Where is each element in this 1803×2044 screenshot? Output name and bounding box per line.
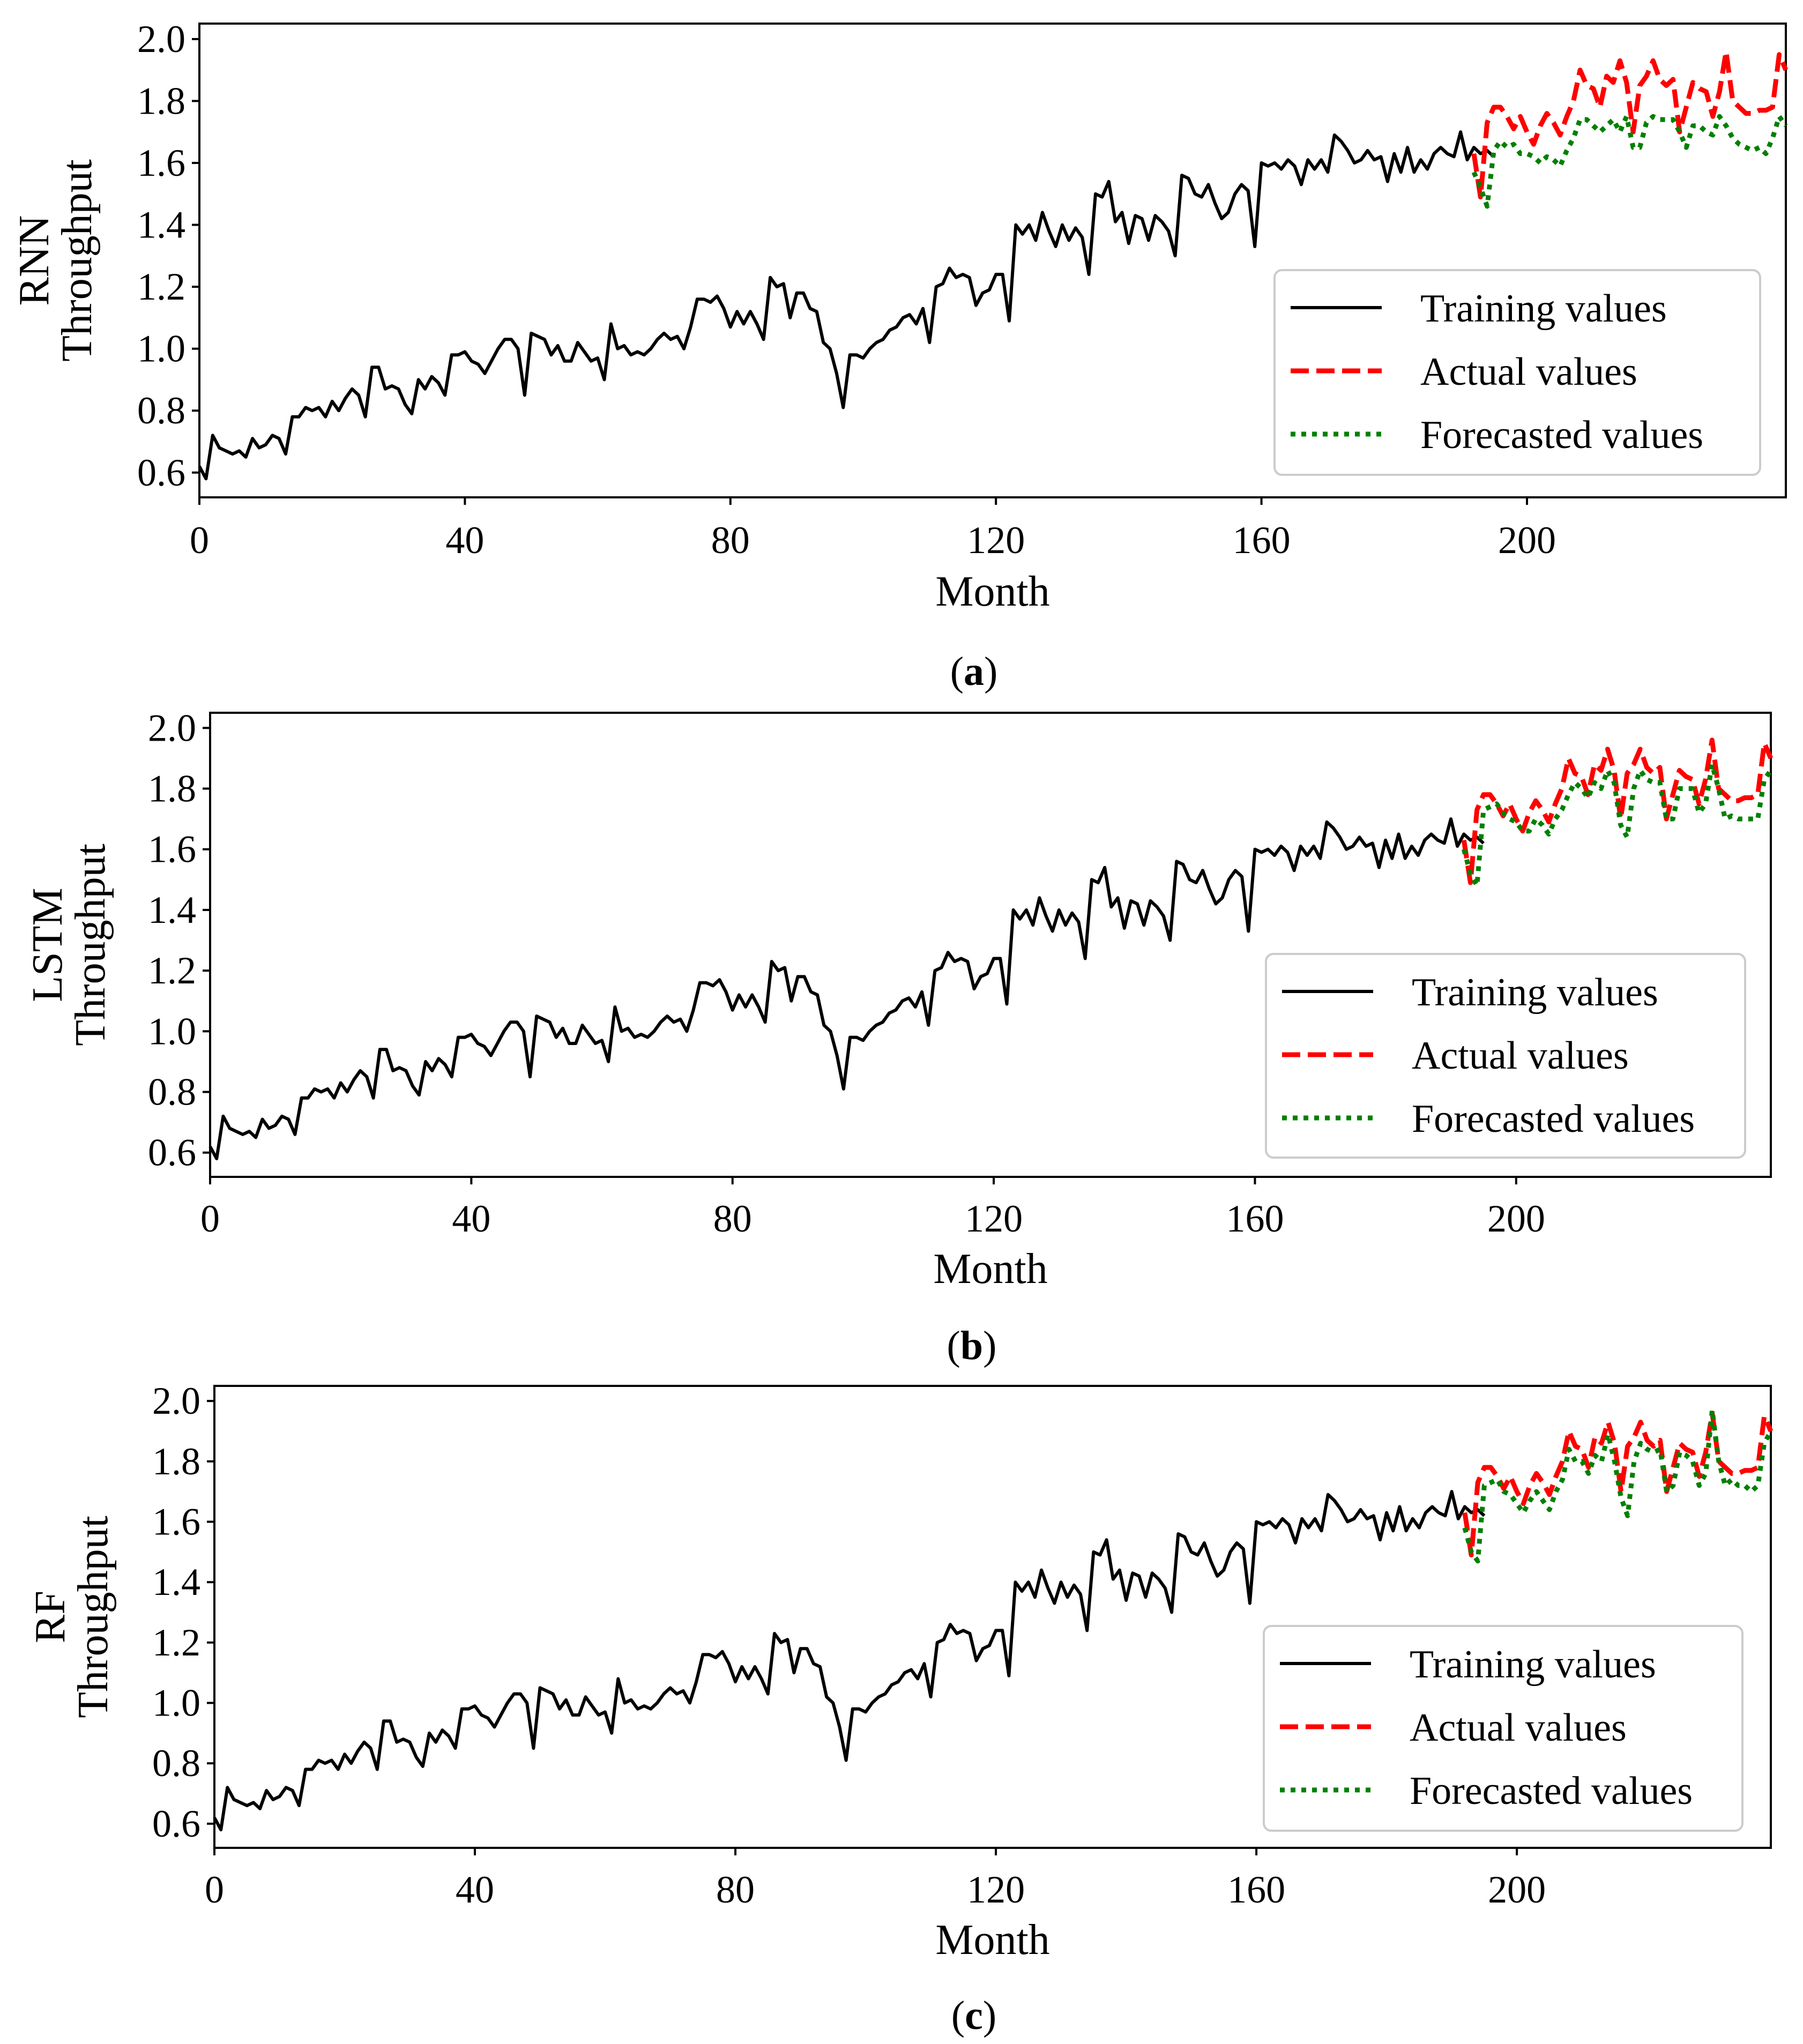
y-tick-label: 0.8 — [148, 1071, 196, 1114]
x-tick-label: 160 — [1227, 1868, 1285, 1911]
actual-series-line — [1471, 49, 1789, 200]
panel-caption: (b) — [947, 1323, 997, 1368]
legend: Training values Actual values Forecasted v… — [1263, 1625, 1744, 1832]
actual-series-line — [1461, 737, 1774, 885]
y-axis-title-metric: Throughput — [67, 844, 114, 1046]
legend-actual-label: Actual values — [1412, 1034, 1629, 1078]
x-tick-label: 0 — [190, 519, 209, 562]
x-tick-label: 120 — [965, 1197, 1023, 1240]
x-tick-label: 160 — [1233, 519, 1291, 562]
y-axis-title-model: RF — [27, 1591, 74, 1643]
x-tick-label: 120 — [967, 1868, 1025, 1911]
x-axis-title: Month — [933, 1245, 1047, 1293]
y-tick-label: 0.6 — [137, 451, 185, 494]
y-tick-label: 1.0 — [137, 327, 185, 370]
plot-frame — [213, 1385, 1772, 1849]
legend-training-label: Training values — [1420, 287, 1667, 331]
y-tick-label: 1.0 — [148, 1010, 196, 1053]
training-series-line — [198, 130, 1495, 481]
caption-letter: c — [965, 1993, 983, 2038]
caption-open-paren: ( — [950, 649, 964, 694]
y-tick-label: 1.6 — [137, 141, 185, 184]
training-series-line — [208, 817, 1485, 1160]
y-tick-label: 0.8 — [137, 389, 185, 432]
legend-training-label: Training values — [1412, 971, 1658, 1014]
y-tick-label: 1.0 — [152, 1682, 200, 1725]
training-series-line — [213, 1490, 1486, 1832]
x-tick-label: 0 — [200, 1197, 220, 1240]
x-tick-label: 0 — [205, 1868, 224, 1911]
panel-b: 0.6 0.8 1.0 1.2 1.4 1.6 1.8 2.0 0 40 80 120 160 200 Mo… — [24, 706, 1774, 1368]
caption-letter: a — [964, 649, 984, 694]
panel-caption: (a) — [950, 649, 998, 694]
legend: Training values Actual values Forecasted v… — [1273, 269, 1761, 476]
x-tick-label: 80 — [713, 1197, 752, 1240]
y-tick-label: 1.4 — [137, 204, 185, 247]
caption-close-paren: ) — [983, 1993, 996, 2038]
y-tick-label: 2.0 — [152, 1379, 200, 1422]
x-axis-title: Month — [935, 568, 1049, 615]
caption-close-paren: ) — [984, 649, 997, 694]
caption-letter: b — [960, 1323, 983, 1368]
legend-box — [1263, 1625, 1744, 1832]
legend-box — [1265, 953, 1746, 1159]
actual-series-line — [1462, 1411, 1774, 1557]
y-tick-label: 1.2 — [152, 1621, 200, 1664]
caption-close-paren: ) — [983, 1323, 996, 1368]
x-tick-label: 200 — [1487, 1197, 1545, 1240]
y-tick-label: 0.6 — [152, 1802, 200, 1845]
y-axis-title-metric: Throughput — [54, 159, 101, 362]
forecast-series-line — [1461, 762, 1773, 889]
y-axis-title-model: RNN — [11, 215, 58, 306]
y-tick-label: 1.4 — [148, 889, 196, 931]
panel-c: 0.6 0.8 1.0 1.2 1.4 1.6 1.8 2.0 0 40 80 120 160 200 Mo… — [27, 1379, 1774, 2038]
panel-a: 0.6 0.8 1.0 1.2 1.4 1.6 1.8 2.0 0 40 80 120 160 200 Mo… — [11, 18, 1789, 694]
y-axis-title-metric: Throughput — [70, 1516, 117, 1718]
y-axis-title-model: LSTM — [24, 887, 71, 1002]
plot-frame — [209, 712, 1772, 1178]
y-tick-label: 0.8 — [152, 1742, 200, 1785]
y-tick-label: 1.2 — [148, 949, 196, 992]
y-tick-label: 0.6 — [148, 1131, 196, 1174]
legend-forecast-label: Forecasted values — [1412, 1097, 1695, 1141]
x-tick-label: 40 — [456, 1868, 494, 1911]
y-tick-label: 1.8 — [152, 1440, 200, 1483]
x-tick-label: 120 — [967, 519, 1025, 562]
y-tick-label: 1.8 — [148, 767, 196, 810]
x-tick-label: 80 — [711, 519, 750, 562]
x-tick-label: 200 — [1488, 1868, 1546, 1911]
x-tick-label: 40 — [445, 519, 484, 562]
forecast-series-line — [1471, 114, 1788, 209]
y-tick-label: 1.2 — [137, 265, 185, 308]
legend-actual-label: Actual values — [1420, 350, 1637, 394]
y-tick-label: 2.0 — [137, 18, 185, 61]
legend-actual-label: Actual values — [1410, 1706, 1627, 1750]
y-tick-label: 2.0 — [148, 706, 196, 749]
y-tick-label: 1.8 — [137, 79, 185, 122]
legend-forecast-label: Forecasted values — [1420, 413, 1703, 457]
x-tick-label: 80 — [716, 1868, 755, 1911]
legend-forecast-label: Forecasted values — [1410, 1769, 1693, 1813]
x-tick-label: 160 — [1226, 1197, 1284, 1240]
legend: Training values Actual values Forecasted v… — [1265, 953, 1746, 1159]
x-tick-label: 40 — [452, 1197, 490, 1240]
x-tick-label: 200 — [1498, 519, 1556, 562]
forecast-series-line — [1462, 1407, 1773, 1564]
caption-open-paren: ( — [947, 1323, 960, 1368]
y-tick-label: 1.4 — [152, 1561, 200, 1603]
caption-open-paren: ( — [951, 1993, 965, 2038]
plot-frame — [198, 23, 1787, 498]
y-tick-label: 1.6 — [152, 1501, 200, 1543]
x-axis-title: Month — [935, 1916, 1049, 1964]
y-tick-label: 1.6 — [148, 828, 196, 871]
legend-box — [1273, 269, 1761, 476]
legend-training-label: Training values — [1410, 1643, 1656, 1687]
panel-caption: (c) — [951, 1993, 996, 2038]
